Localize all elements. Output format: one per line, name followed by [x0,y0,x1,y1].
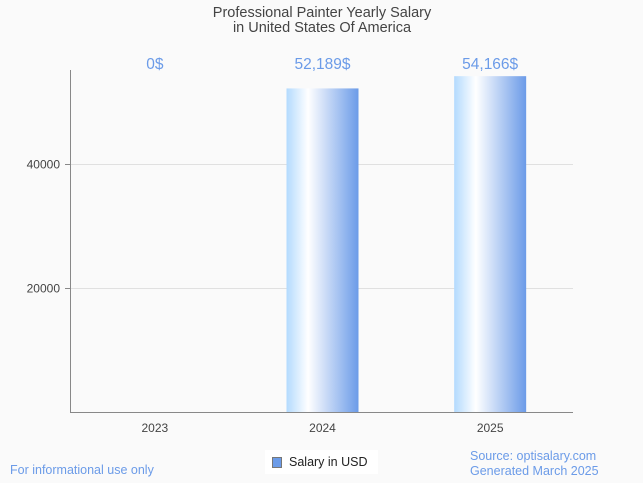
x-ticks: 2023 2024 2025 [141,421,503,435]
disclaimer-text: For informational use only [10,463,154,477]
x-tick-label: 2024 [309,421,336,435]
data-labels: 0$ 52,189$ 54,166$ [146,56,518,73]
legend-swatch [272,456,282,468]
generated-text: Generated March 2025 [470,464,599,478]
bar-2025 [454,76,527,413]
y-tick-label: 40000 [27,158,61,172]
data-label: 52,189$ [294,56,350,73]
source-text: Source: optisalary.com [470,449,597,463]
y-tick-label: 20000 [27,282,61,296]
data-label: 54,166$ [462,56,518,73]
chart-title: Professional Painter Yearly Salary [213,5,432,21]
chart-subtitle: in United States Of America [233,20,412,36]
bar-2024 [286,88,359,413]
legend: Salary in USD [265,450,378,474]
x-tick-label: 2023 [141,421,168,435]
y-ticks: 20000 40000 [27,158,70,296]
x-tick-label: 2025 [477,421,504,435]
data-label: 0$ [146,56,164,73]
bars [286,76,527,413]
legend-label: Salary in USD [289,455,368,469]
